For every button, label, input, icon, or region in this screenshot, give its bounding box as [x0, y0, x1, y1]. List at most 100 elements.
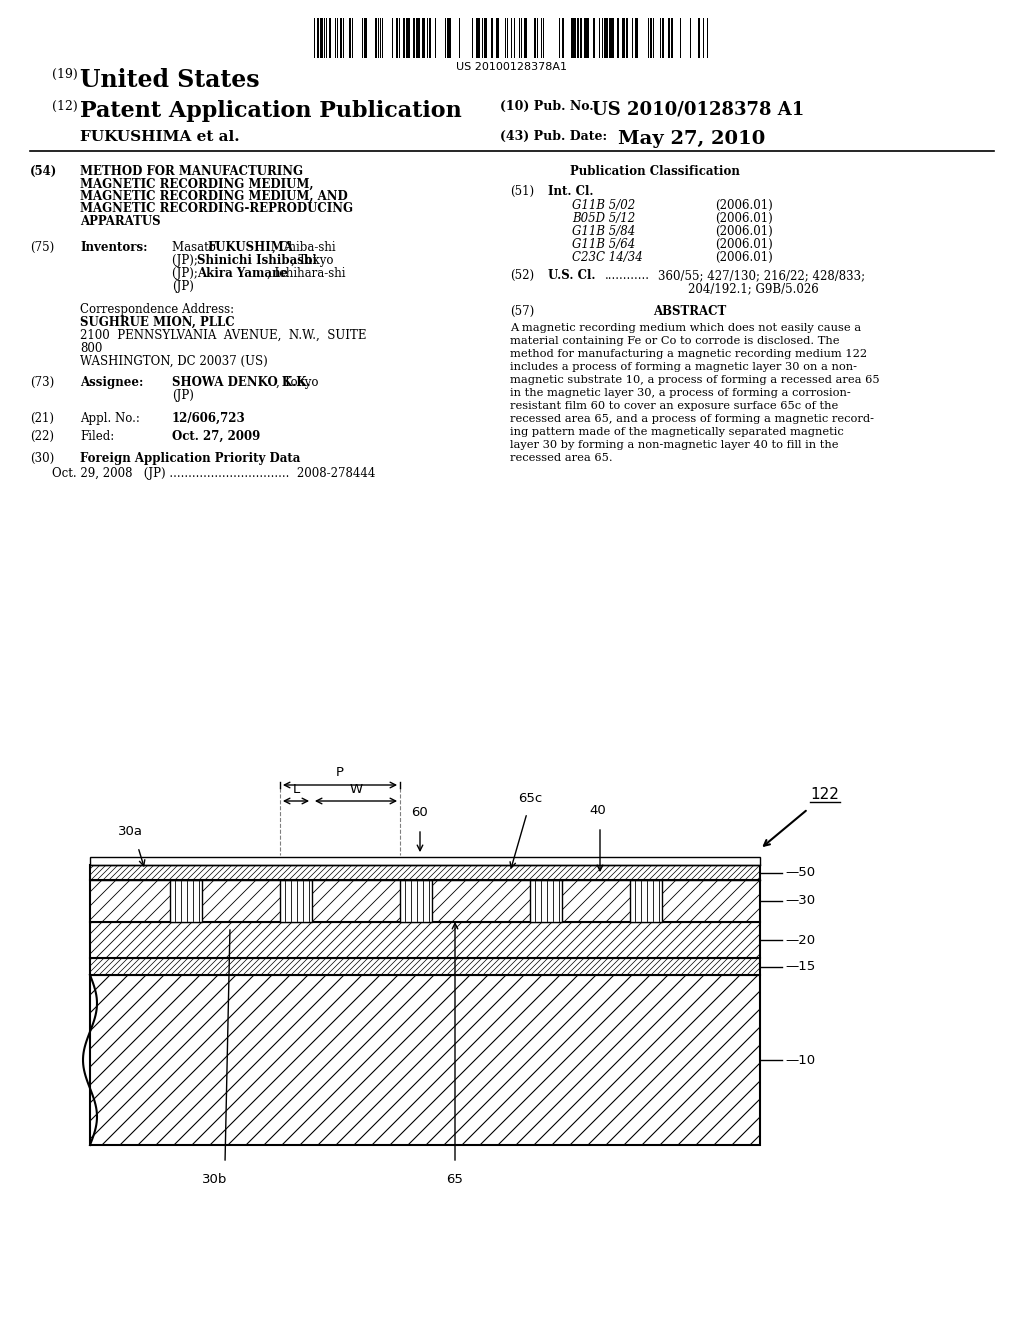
Text: Int. Cl.: Int. Cl. [548, 185, 594, 198]
Text: SUGHRUE MION, PLLC: SUGHRUE MION, PLLC [80, 315, 234, 329]
Text: magnetic substrate 10, a process of forming a recessed area 65: magnetic substrate 10, a process of form… [510, 375, 880, 385]
Text: United States: United States [80, 69, 260, 92]
Text: (JP): (JP) [172, 389, 194, 403]
Bar [496, 18, 499, 58]
Text: (JP): (JP) [172, 280, 194, 293]
Bar [668, 18, 670, 58]
Text: 360/55; 427/130; 216/22; 428/833;: 360/55; 427/130; 216/22; 428/833; [658, 269, 865, 282]
Text: method for manufacturing a magnetic recording medium 122: method for manufacturing a magnetic reco… [510, 348, 867, 359]
Text: Oct. 27, 2009: Oct. 27, 2009 [172, 430, 260, 444]
Text: ing pattern made of the magnetically separated magnetic: ing pattern made of the magnetically sep… [510, 426, 844, 437]
Bar [364, 18, 366, 58]
Text: MAGNETIC RECORDING MEDIUM,: MAGNETIC RECORDING MEDIUM, [80, 177, 313, 190]
Bar [574, 18, 575, 58]
Text: L: L [293, 783, 300, 796]
Text: Correspondence Address:: Correspondence Address: [80, 304, 234, 315]
Text: METHOD FOR MANUFACTURING: METHOD FOR MANUFACTURING [80, 165, 303, 178]
Text: MAGNETIC RECORDING-REPRODUCING: MAGNETIC RECORDING-REPRODUCING [80, 202, 353, 215]
Bar [606, 18, 608, 58]
Bar [90, 880, 760, 921]
Text: C23C 14/34: C23C 14/34 [572, 251, 643, 264]
Text: 204/192.1; G9B/5.026: 204/192.1; G9B/5.026 [688, 282, 819, 294]
Bar [530, 880, 562, 921]
Text: (2006.01): (2006.01) [715, 213, 773, 224]
Text: US 2010/0128378 A1: US 2010/0128378 A1 [592, 100, 804, 117]
Text: —10: —10 [785, 1053, 815, 1067]
Text: Filed:: Filed: [80, 430, 115, 444]
Bar [476, 18, 478, 58]
Bar [662, 18, 664, 58]
Bar [593, 18, 595, 58]
Text: 800: 800 [80, 342, 102, 355]
Text: Appl. No.:: Appl. No.: [80, 412, 140, 425]
Text: includes a process of forming a magnetic layer 30 on a non-: includes a process of forming a magnetic… [510, 362, 857, 372]
Text: Oct. 29, 2008   (JP) ................................  2008-278444: Oct. 29, 2008 (JP) .....................… [52, 467, 376, 480]
Text: May 27, 2010: May 27, 2010 [618, 129, 765, 148]
Text: (73): (73) [30, 376, 54, 389]
Text: recessed area 65, and a process of forming a magnetic record-: recessed area 65, and a process of formi… [510, 414, 874, 424]
Bar [671, 18, 673, 58]
Bar [429, 18, 431, 58]
Bar [586, 18, 589, 58]
Bar [617, 18, 618, 58]
Text: APPARATUS: APPARATUS [80, 215, 161, 228]
Text: (54): (54) [30, 165, 57, 178]
Bar [329, 18, 331, 58]
Text: (19): (19) [52, 69, 78, 81]
Text: resistant film 60 to cover an exposure surface 65c of the: resistant film 60 to cover an exposure s… [510, 401, 839, 411]
Bar [90, 865, 760, 880]
Bar [418, 18, 420, 58]
Text: (10) Pub. No.:: (10) Pub. No.: [500, 100, 598, 114]
Text: —50: —50 [785, 866, 815, 879]
Text: (57): (57) [510, 305, 535, 318]
Bar [170, 880, 202, 921]
Bar [577, 18, 579, 58]
Bar [611, 18, 614, 58]
Bar [90, 857, 760, 865]
Text: ABSTRACT: ABSTRACT [653, 305, 727, 318]
Bar [280, 880, 312, 921]
Text: 12/606,723: 12/606,723 [172, 412, 246, 425]
Bar [407, 18, 410, 58]
Text: Patent Application Publication: Patent Application Publication [80, 100, 462, 121]
Text: ............: ............ [605, 269, 650, 282]
Text: G11B 5/64: G11B 5/64 [572, 238, 635, 251]
Text: (21): (21) [30, 412, 54, 425]
Text: (2006.01): (2006.01) [715, 251, 773, 264]
Bar [630, 880, 662, 921]
Text: Masato: Masato [172, 242, 219, 253]
Bar [580, 18, 582, 58]
Text: 40: 40 [590, 804, 606, 817]
Text: (2006.01): (2006.01) [715, 199, 773, 213]
Bar [90, 921, 760, 958]
Bar [650, 18, 652, 58]
Bar [400, 880, 432, 921]
Text: 122: 122 [810, 787, 839, 803]
Bar [490, 18, 493, 58]
Text: 65: 65 [446, 1173, 464, 1185]
Text: layer 30 by forming a non-magnetic layer 40 to fill in the: layer 30 by forming a non-magnetic layer… [510, 440, 839, 450]
Text: Assignee:: Assignee: [80, 376, 143, 389]
Bar [423, 18, 425, 58]
Text: (12): (12) [52, 100, 78, 114]
Text: A magnetic recording medium which does not easily cause a: A magnetic recording medium which does n… [510, 323, 861, 333]
Text: P: P [336, 766, 344, 779]
Bar [635, 18, 638, 58]
Text: —20: —20 [785, 933, 815, 946]
Bar [413, 18, 415, 58]
Text: , Tokyo: , Tokyo [276, 376, 318, 389]
Text: (75): (75) [30, 242, 54, 253]
Text: FUKUSHIMA: FUKUSHIMA [207, 242, 293, 253]
Bar [584, 18, 586, 58]
Bar [280, 880, 312, 921]
Bar [319, 18, 322, 58]
Text: U.S. Cl.: U.S. Cl. [548, 269, 596, 282]
Text: material containing Fe or Co to corrode is disclosed. The: material containing Fe or Co to corrode … [510, 337, 840, 346]
Text: 65c: 65c [518, 792, 542, 805]
Text: 30a: 30a [118, 825, 142, 838]
Bar [317, 18, 319, 58]
Text: Publication Classification: Publication Classification [570, 165, 740, 178]
Text: Shinichi Ishibashi: Shinichi Ishibashi [197, 253, 317, 267]
Bar [622, 18, 625, 58]
Bar [170, 880, 202, 921]
